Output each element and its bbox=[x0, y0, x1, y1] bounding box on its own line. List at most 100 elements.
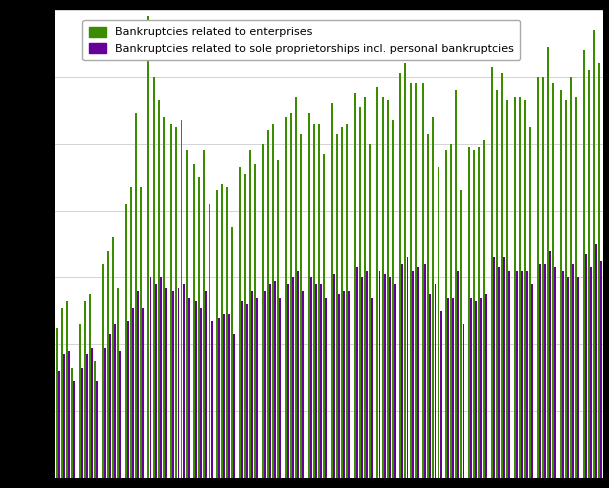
Bar bbox=[211, 321, 213, 478]
Bar bbox=[460, 190, 462, 478]
Bar bbox=[549, 251, 551, 478]
Bar bbox=[424, 264, 426, 478]
Bar bbox=[320, 284, 322, 478]
Bar bbox=[567, 278, 569, 478]
Bar bbox=[200, 307, 202, 478]
Bar bbox=[295, 97, 297, 478]
Bar bbox=[583, 50, 585, 478]
Bar bbox=[336, 134, 338, 478]
Bar bbox=[595, 244, 597, 478]
Bar bbox=[457, 271, 459, 478]
Bar bbox=[130, 187, 132, 478]
Bar bbox=[172, 291, 174, 478]
Bar bbox=[117, 287, 119, 478]
Bar bbox=[491, 67, 493, 478]
Bar bbox=[264, 291, 266, 478]
Bar bbox=[272, 123, 274, 478]
Bar bbox=[456, 90, 457, 478]
Bar bbox=[119, 351, 121, 478]
Bar bbox=[537, 77, 539, 478]
Bar bbox=[140, 187, 142, 478]
Bar bbox=[107, 251, 108, 478]
Bar bbox=[216, 190, 218, 478]
Bar bbox=[297, 271, 299, 478]
Bar bbox=[565, 100, 567, 478]
Bar bbox=[369, 143, 371, 478]
Bar bbox=[478, 147, 481, 478]
Bar bbox=[188, 298, 189, 478]
Bar bbox=[404, 63, 406, 478]
Bar bbox=[127, 321, 128, 478]
Bar bbox=[521, 271, 523, 478]
Bar bbox=[588, 70, 590, 478]
Bar bbox=[56, 327, 58, 478]
Bar bbox=[285, 117, 287, 478]
Bar bbox=[440, 311, 442, 478]
Bar bbox=[66, 301, 68, 478]
Bar bbox=[485, 294, 487, 478]
Bar bbox=[356, 267, 357, 478]
Bar bbox=[401, 264, 403, 478]
Bar bbox=[428, 134, 429, 478]
Bar bbox=[432, 117, 434, 478]
Bar bbox=[313, 123, 315, 478]
Bar bbox=[147, 17, 149, 478]
Bar bbox=[470, 298, 472, 478]
Bar bbox=[58, 371, 60, 478]
Bar bbox=[524, 100, 526, 478]
Bar bbox=[343, 291, 345, 478]
Bar bbox=[600, 261, 602, 478]
Bar bbox=[63, 354, 65, 478]
Bar bbox=[371, 298, 373, 478]
Bar bbox=[114, 325, 116, 478]
Bar bbox=[163, 117, 164, 478]
Bar bbox=[193, 163, 195, 478]
Bar bbox=[86, 354, 88, 478]
Bar bbox=[112, 237, 114, 478]
Bar bbox=[81, 368, 83, 478]
Bar bbox=[73, 381, 75, 478]
Bar bbox=[153, 77, 155, 478]
Bar bbox=[315, 284, 317, 478]
Bar bbox=[195, 301, 197, 478]
Bar bbox=[359, 107, 361, 478]
Bar bbox=[239, 167, 241, 478]
Bar bbox=[560, 90, 561, 478]
Bar bbox=[256, 298, 258, 478]
Bar bbox=[290, 114, 292, 478]
Bar bbox=[91, 348, 93, 478]
Bar bbox=[364, 97, 366, 478]
Bar bbox=[422, 83, 424, 478]
Bar bbox=[415, 83, 417, 478]
Bar bbox=[498, 267, 500, 478]
Bar bbox=[361, 278, 362, 478]
Bar bbox=[199, 177, 200, 478]
Bar bbox=[231, 227, 233, 478]
Bar bbox=[277, 161, 279, 478]
Bar bbox=[203, 150, 205, 478]
Bar bbox=[493, 257, 495, 478]
Bar bbox=[429, 294, 431, 478]
Bar bbox=[331, 103, 333, 478]
Bar bbox=[79, 325, 81, 478]
Bar bbox=[501, 73, 503, 478]
Bar bbox=[302, 291, 304, 478]
Bar bbox=[246, 304, 248, 478]
Bar bbox=[539, 264, 541, 478]
Bar bbox=[590, 267, 592, 478]
Bar bbox=[227, 187, 228, 478]
Bar bbox=[325, 298, 327, 478]
Bar bbox=[554, 267, 556, 478]
Bar bbox=[407, 257, 409, 478]
Bar bbox=[376, 87, 378, 478]
Bar bbox=[267, 130, 269, 478]
Bar bbox=[171, 123, 172, 478]
Bar bbox=[132, 307, 133, 478]
Bar bbox=[445, 150, 447, 478]
Bar bbox=[249, 150, 251, 478]
Bar bbox=[394, 284, 396, 478]
Bar bbox=[575, 97, 577, 478]
Bar bbox=[529, 127, 531, 478]
Bar bbox=[244, 174, 246, 478]
Bar bbox=[473, 150, 475, 478]
